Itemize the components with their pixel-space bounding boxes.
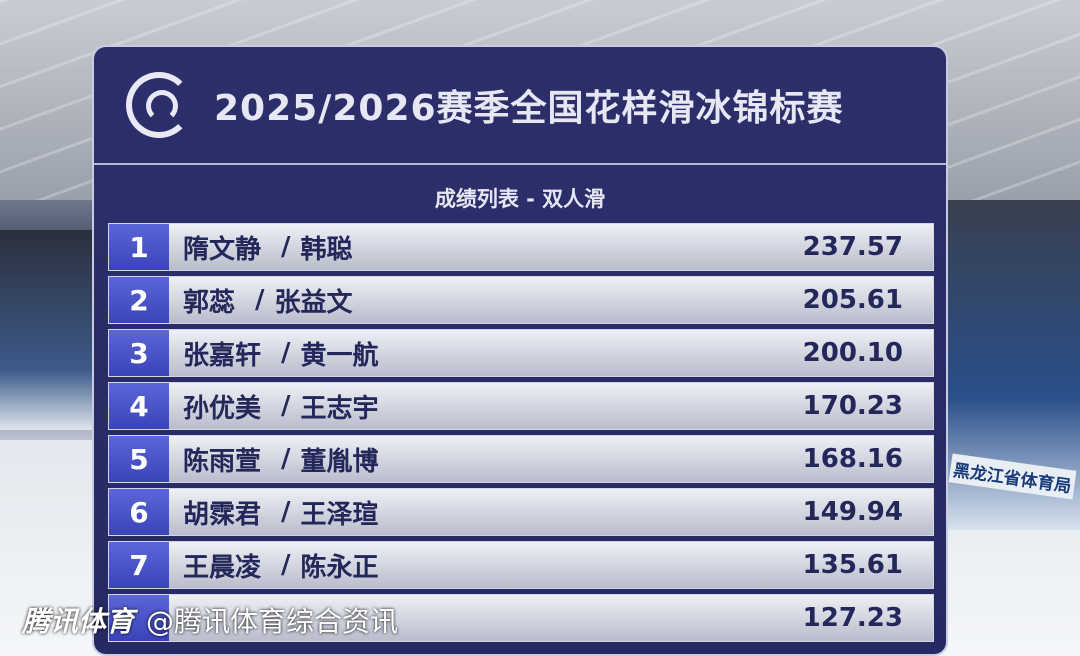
score: 135.61 [802, 550, 903, 580]
rank: 3 [109, 330, 169, 376]
skater-1: 胡霂君 [183, 499, 262, 530]
skater-2: 王泽瑄 [300, 499, 379, 530]
skater-2: 韩聪 [300, 234, 353, 265]
championship-logo-icon [126, 72, 192, 138]
board-header: 2025/2026赛季全国花样滑冰锦标赛 [94, 47, 946, 165]
watermark-handle: @腾讯体育综合资讯 [146, 605, 399, 638]
pair-names: 张嘉轩 / 黄一航 [169, 330, 793, 376]
score: 205.61 [802, 285, 903, 315]
rank [109, 595, 169, 641]
skater-2: 张益文 [274, 287, 353, 318]
score: 170.23 [802, 391, 903, 421]
arena-stands-left [0, 230, 100, 430]
score: 127.23 [802, 603, 903, 633]
rank: 7 [109, 542, 169, 588]
pair-names: 隋文静 / 韩聪 [169, 224, 793, 270]
score: 200.10 [802, 338, 903, 368]
rank: 4 [109, 383, 169, 429]
result-row: 4 孙优美 / 王志宇 170.23 [108, 382, 934, 430]
separator: / [255, 285, 265, 315]
skater-1: 王晨凌 [183, 552, 262, 583]
separator: / [281, 550, 291, 580]
skater-1: 郭蕊 [183, 287, 236, 318]
skater-2: 陈永正 [300, 552, 379, 583]
skater-1: 孙优美 [183, 393, 262, 424]
skater-2: 黄一航 [300, 340, 379, 371]
venue-banner: 黑龙江省体育局 [948, 453, 1077, 500]
watermark-brand: 腾讯体育 [22, 605, 135, 638]
skater-1: 张嘉轩 [183, 340, 262, 371]
rank: 6 [109, 489, 169, 535]
separator: / [281, 497, 291, 527]
page-title: 2025/2026赛季全国花样滑冰锦标赛 [214, 88, 844, 129]
pair-names: 郭蕊 / 张益文 [169, 277, 793, 323]
pair-names: 胡霂君 / 王泽瑄 [169, 489, 793, 535]
results-board: 2025/2026赛季全国花样滑冰锦标赛 成绩列表 - 双人滑 1 隋文静 / 韩聪… [92, 45, 948, 656]
result-row: 1 隋文静 / 韩聪 237.57 [108, 223, 934, 271]
pair-names: 陈雨萱 / 董胤博 [169, 436, 793, 482]
arena-stands-right: 黑龙江省体育局 [940, 200, 1080, 530]
skater-1: 隋文静 [183, 234, 262, 265]
result-row: 3 张嘉轩 / 黄一航 200.10 [108, 329, 934, 377]
skater-1: 陈雨萱 [183, 446, 262, 477]
pair-names: 孙优美 / 王志宇 [169, 383, 793, 429]
separator: / [281, 444, 291, 474]
result-row: 5 陈雨萱 / 董胤博 168.16 [108, 435, 934, 483]
skater-2: 董胤博 [300, 446, 379, 477]
result-row: 2 郭蕊 / 张益文 205.61 [108, 276, 934, 324]
separator: / [281, 338, 291, 368]
skater-2: 王志宇 [300, 393, 379, 424]
score: 149.94 [802, 497, 903, 527]
pair-names: 王晨凌 / 陈永正 [169, 542, 793, 588]
result-row: 6 胡霂君 / 王泽瑄 149.94 [108, 488, 934, 536]
result-row: 7 王晨凌 / 陈永正 135.61 [108, 541, 934, 589]
results-subtitle: 成绩列表 - 双人滑 [434, 187, 606, 211]
rank: 5 [109, 436, 169, 482]
result-row: 127.23 [108, 594, 934, 642]
rank: 1 [109, 224, 169, 270]
rank: 2 [109, 277, 169, 323]
separator: / [281, 391, 291, 421]
separator: / [281, 232, 291, 262]
score: 237.57 [802, 232, 903, 262]
results-list: 1 隋文静 / 韩聪 237.57 2 郭蕊 / 张益文 205.61 3 张嘉轩 / 黄一航 … [94, 223, 946, 642]
score: 168.16 [802, 444, 903, 474]
watermark: 腾讯体育 @腾讯体育综合资讯 [22, 600, 398, 640]
